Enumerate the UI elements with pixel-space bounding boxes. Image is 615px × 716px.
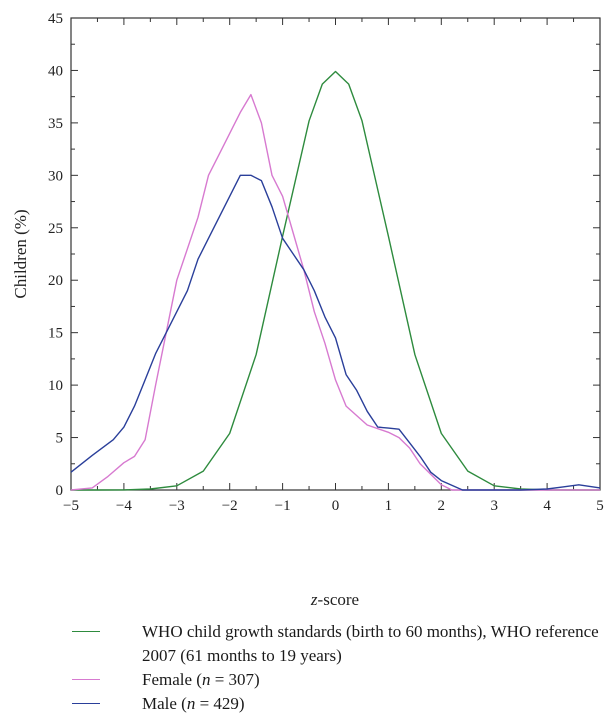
y-tick-label: 40 (48, 63, 63, 79)
x-tick-label: −5 (63, 498, 79, 514)
y-tick-label: 45 (48, 11, 63, 27)
legend-label-who: WHO child growth standards (birth to 60 … (142, 622, 599, 665)
series-female-line (70, 93, 600, 491)
x-tick-label: 4 (543, 498, 551, 514)
x-tick-label: 5 (596, 498, 604, 514)
y-tick-label: 15 (48, 326, 63, 342)
legend-item-female: Female (n = 307) (72, 668, 612, 692)
legend-label-female-text: Female ( (142, 670, 202, 689)
legend-item-male: Male (n = 429) (72, 692, 612, 716)
legend-label-male-text: Male ( (142, 694, 187, 713)
legend-label-female-var: n (201, 670, 211, 689)
x-axis-title: z-score (310, 590, 359, 609)
plot-frame (70, 17, 601, 491)
x-tick-label: −3 (169, 498, 185, 514)
legend-label-male: Male (n = 429) (142, 694, 245, 713)
y-tick-label: 25 (48, 221, 63, 237)
legend-label-male-var: n (186, 694, 196, 713)
y-tick-label: 30 (48, 168, 63, 184)
legend-swatch-female (72, 679, 100, 680)
series-group (70, 70, 601, 491)
legend-swatch-male (72, 703, 100, 704)
y-tick-label: 20 (48, 273, 63, 289)
x-axis-title-var: z (310, 590, 318, 609)
legend-item-who: WHO child growth standards (birth to 60 … (72, 620, 612, 668)
y-axis-title: Children (%) (11, 209, 30, 298)
x-tick-label: 2 (438, 498, 446, 514)
x-tick-label: −4 (116, 498, 132, 514)
y-tick-label: 35 (48, 116, 63, 132)
x-tick-label: 3 (490, 498, 498, 514)
y-tick-label: 5 (56, 431, 64, 447)
legend: WHO child growth standards (birth to 60 … (72, 620, 612, 716)
legend-swatch-who (72, 631, 100, 632)
legend-label-male-count: = 429) (195, 694, 245, 713)
y-tick-label: 10 (48, 378, 63, 394)
x-axis-title-rest: -score (318, 590, 360, 609)
legend-label-female-count: = 307) (210, 670, 260, 689)
series-who-line (71, 70, 600, 491)
y-tick-label: 0 (56, 483, 64, 499)
x-tick-label: −1 (275, 498, 291, 514)
x-tick-label: 0 (332, 498, 340, 514)
legend-label-female: Female (n = 307) (142, 670, 260, 689)
x-tick-label: 1 (385, 498, 393, 514)
series-male-line (70, 174, 601, 491)
x-tick-label: −2 (222, 498, 238, 514)
